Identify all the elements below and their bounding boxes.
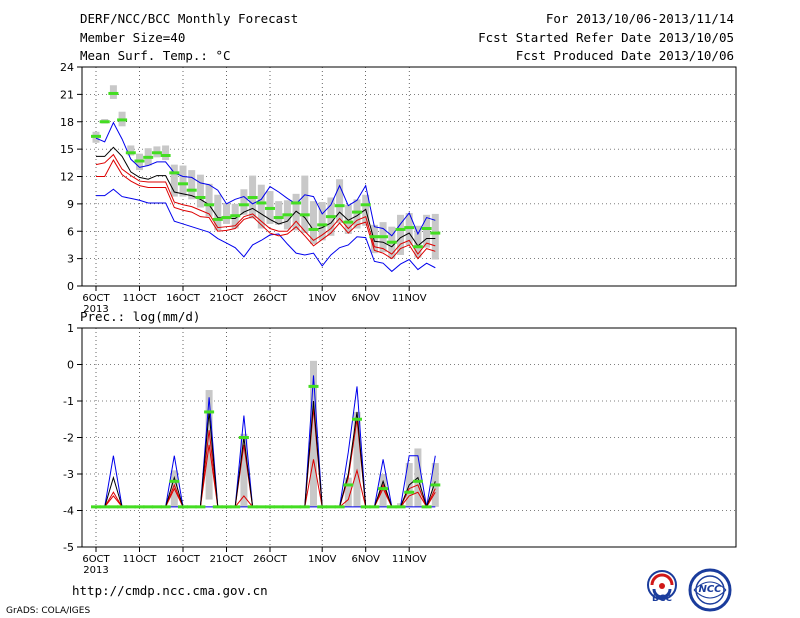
y-tick-label: 12: [60, 171, 74, 184]
x-tick-label: 11NOV: [392, 293, 427, 304]
forecast-produced-date: Fcst Produced Date 2013/10/06: [515, 48, 734, 63]
y-tick-label: -1: [63, 395, 74, 408]
y-tick-label: 15: [60, 143, 74, 156]
spread-box: [127, 145, 135, 156]
x-year-label: 2013: [83, 304, 108, 315]
spread-box: [240, 189, 248, 215]
x-year-label: 2013: [83, 565, 108, 576]
y-tick-label: -3: [63, 468, 74, 481]
lower-quantile-line: [96, 159, 436, 260]
ensemble-mean-line: [96, 146, 436, 248]
x-tick-label: 6NOV: [352, 293, 381, 304]
ncc-logo: NCC: [686, 568, 734, 612]
spread-box: [162, 145, 170, 161]
y-tick-label: -4: [63, 505, 74, 518]
x-tick-label: 6NOV: [352, 554, 381, 565]
spread-box: [301, 175, 309, 234]
spread-box: [370, 224, 378, 254]
spread-box: [336, 179, 344, 224]
spread-box: [423, 214, 431, 248]
spread-box: [223, 202, 230, 224]
chart-title: DERF/NCC/BCC Monthly Forecast: [80, 11, 299, 26]
x-tick-label: 11NOV: [392, 554, 427, 565]
y-tick-label: 18: [60, 116, 74, 129]
spread-box: [318, 202, 326, 241]
spread-box: [240, 433, 248, 507]
x-tick-label: 16OCT: [166, 554, 201, 565]
x-tick-label: 21OCT: [210, 554, 245, 565]
forecast-start-date: Fcst Started Refer Date 2013/10/05: [478, 30, 734, 45]
spread-box: [292, 193, 300, 231]
variable-label: Mean Surf. Temp.: °C: [80, 48, 231, 63]
grads-credit: GrADS: COLA/IGES: [6, 606, 91, 616]
y-tick-label: 0: [67, 280, 74, 293]
spread-box: [414, 225, 422, 258]
spread-box: [431, 213, 439, 260]
x-tick-label: 11OCT: [123, 293, 158, 304]
spread-box: [310, 201, 317, 245]
y-tick-label: 0: [67, 359, 74, 372]
source-url[interactable]: http://cmdp.ncc.cma.gov.cn: [72, 583, 268, 598]
bcc-logo: BCC: [640, 568, 684, 608]
x-tick-label: 1NOV: [308, 293, 337, 304]
bcc-logo-text: BCC: [651, 594, 673, 604]
ncc-logo-text: NCC: [698, 584, 722, 595]
y-tick-label: 21: [60, 88, 74, 101]
x-tick-label: 6OCT: [82, 554, 110, 565]
spread-box: [257, 184, 265, 229]
x-tick-label: 6OCT: [82, 293, 110, 304]
x-tick-label: 16OCT: [166, 293, 201, 304]
x-tick-label: 21OCT: [210, 293, 245, 304]
upper-envelope-line: [95, 121, 436, 237]
y-tick-label: -2: [63, 432, 74, 445]
spread-box: [179, 165, 187, 197]
precip-panel-title: Prec.: log(mm/d): [80, 309, 200, 324]
member-size-label: Member Size=40: [80, 30, 186, 45]
y-tick-label: 24: [60, 61, 74, 74]
spread-box: [310, 360, 317, 507]
y-tick-label: -5: [63, 541, 74, 554]
forecast-period: For 2013/10/06-2013/11/14: [545, 11, 734, 26]
y-tick-label: 6: [67, 225, 74, 238]
x-tick-label: 11OCT: [123, 554, 158, 565]
spread-box: [214, 194, 222, 231]
y-tick-label: 1: [67, 322, 74, 335]
y-tick-label: 3: [67, 253, 74, 266]
mid-quantile-line: [95, 153, 436, 255]
spread-box: [275, 201, 283, 225]
y-tick-label: 9: [67, 198, 74, 211]
spread-box: [170, 164, 178, 197]
x-tick-label: 1NOV: [308, 554, 337, 565]
spread-box: [379, 474, 387, 507]
lower-envelope-line: [96, 188, 436, 273]
spread-box: [397, 214, 404, 255]
spread-box: [196, 174, 204, 208]
x-tick-label: 26OCT: [253, 293, 288, 304]
spread-box: [353, 411, 361, 507]
spread-box: [344, 204, 352, 234]
x-tick-label: 26OCT: [253, 554, 288, 565]
spread-box: [344, 477, 352, 507]
spread-box: [188, 170, 196, 200]
spread-box: [353, 199, 361, 229]
spread-box: [205, 183, 213, 217]
